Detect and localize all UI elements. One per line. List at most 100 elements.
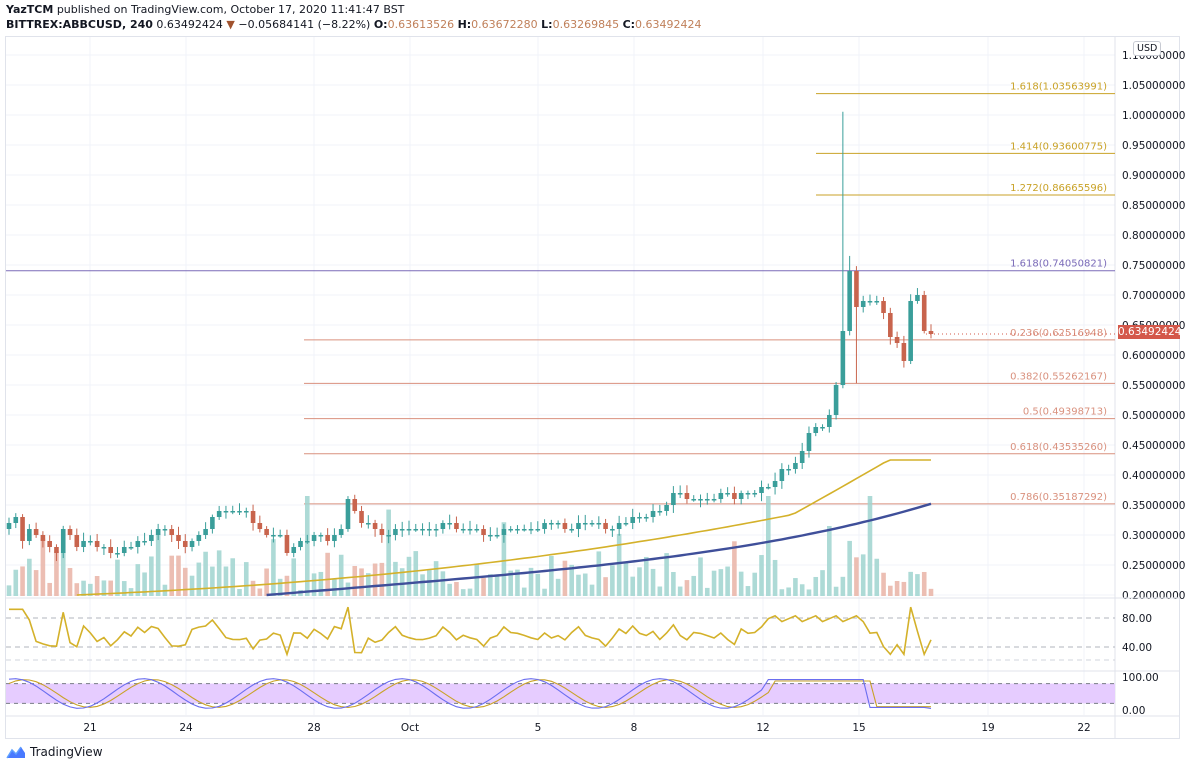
candle-body[interactable] (650, 511, 656, 517)
candle-body[interactable] (765, 487, 771, 489)
candle-body[interactable] (121, 547, 127, 553)
candle-body[interactable] (806, 433, 812, 451)
candle-body[interactable] (149, 535, 154, 541)
candle-body[interactable] (460, 529, 466, 531)
candle-body[interactable] (440, 523, 446, 529)
candle-body[interactable] (501, 529, 507, 535)
candle-body[interactable] (264, 529, 269, 535)
candle-body[interactable] (596, 523, 602, 525)
candle-body[interactable] (847, 271, 852, 331)
candle-body[interactable] (725, 493, 730, 495)
candle-body[interactable] (372, 523, 378, 529)
candle-body[interactable] (833, 385, 839, 415)
candle-body[interactable] (854, 271, 859, 307)
candle-body[interactable] (582, 523, 588, 525)
candle-body[interactable] (94, 541, 100, 547)
candle-body[interactable] (311, 535, 317, 541)
candle-body[interactable] (454, 523, 459, 529)
candle-body[interactable] (528, 529, 534, 531)
candle-body[interactable] (169, 529, 175, 535)
candle-body[interactable] (393, 529, 398, 535)
candle-body[interactable] (562, 523, 568, 529)
candle-body[interactable] (894, 337, 900, 343)
candle-body[interactable] (759, 487, 764, 493)
candle-body[interactable] (250, 511, 256, 523)
candle-body[interactable] (88, 541, 93, 543)
candle-body[interactable] (521, 529, 527, 531)
candle-body[interactable] (338, 529, 344, 535)
currency-badge[interactable]: USD (1133, 41, 1162, 56)
candle-body[interactable] (752, 493, 758, 495)
candle-body[interactable] (691, 499, 697, 501)
candle-body[interactable] (494, 535, 500, 537)
candle-body[interactable] (888, 313, 893, 337)
candle-body[interactable] (81, 541, 86, 547)
candle-body[interactable] (732, 493, 737, 499)
candle-body[interactable] (718, 493, 724, 499)
candle-body[interactable] (840, 331, 846, 385)
candle-body[interactable] (237, 511, 242, 513)
candle-body[interactable] (610, 529, 615, 531)
candle-body[interactable] (786, 469, 791, 471)
candle-body[interactable] (216, 511, 222, 517)
candle-body[interactable] (515, 529, 520, 531)
candle-body[interactable] (820, 427, 825, 429)
candle-body[interactable] (643, 517, 649, 519)
candle-body[interactable] (40, 535, 46, 541)
candle-body[interactable] (155, 529, 161, 535)
candle-body[interactable] (569, 529, 574, 531)
candle-body[interactable] (101, 547, 107, 549)
candle-body[interactable] (874, 301, 880, 303)
candle-body[interactable] (182, 541, 188, 547)
candle-body[interactable] (704, 499, 710, 501)
candle-body[interactable] (135, 541, 141, 547)
candle-body[interactable] (779, 469, 785, 481)
candle-body[interactable] (420, 529, 425, 531)
candle-body[interactable] (745, 493, 751, 495)
candle-body[interactable] (271, 535, 276, 537)
candle-body[interactable] (176, 535, 181, 541)
candle-body[interactable] (359, 511, 364, 523)
candle-body[interactable] (108, 547, 113, 553)
candle-body[interactable] (189, 541, 195, 547)
candle-body[interactable] (230, 511, 236, 513)
candle-body[interactable] (799, 451, 805, 463)
candle-body[interactable] (13, 517, 19, 523)
candle-body[interactable] (603, 523, 608, 529)
candle-body[interactable] (901, 343, 907, 361)
candle-body[interactable] (352, 499, 358, 511)
candle-body[interactable] (399, 529, 405, 531)
candle-body[interactable] (54, 547, 59, 553)
candle-body[interactable] (203, 529, 208, 535)
candle-body[interactable] (921, 295, 927, 331)
candle-body[interactable] (772, 481, 778, 487)
candle-body[interactable] (488, 535, 493, 537)
candle-body[interactable] (406, 529, 412, 531)
candle-body[interactable] (210, 517, 215, 529)
candle-body[interactable] (813, 427, 819, 433)
candle-body[interactable] (637, 517, 642, 519)
candle-body[interactable] (277, 535, 283, 537)
tradingview-logo[interactable]: TradingView (6, 745, 103, 759)
candle-body[interactable] (684, 493, 690, 499)
candle-body[interactable] (304, 541, 310, 543)
candle-body[interactable] (223, 511, 229, 513)
candle-body[interactable] (427, 529, 432, 531)
candle-body[interactable] (115, 553, 120, 555)
candle-body[interactable] (677, 493, 683, 495)
candle-body[interactable] (827, 415, 832, 427)
candle-body[interactable] (74, 535, 80, 547)
candle-body[interactable] (60, 529, 66, 553)
candle-body[interactable] (67, 529, 73, 535)
candle-body[interactable] (33, 529, 39, 535)
candle-body[interactable] (630, 517, 636, 523)
candle-body[interactable] (162, 529, 168, 531)
candle-body[interactable] (366, 523, 371, 525)
candle-body[interactable] (881, 301, 886, 313)
candle-body[interactable] (698, 499, 703, 501)
candle-body[interactable] (291, 547, 297, 553)
candle-body[interactable] (589, 523, 595, 525)
candle-body[interactable] (433, 529, 439, 531)
candle-body[interactable] (413, 529, 419, 531)
candle-body[interactable] (793, 463, 798, 469)
